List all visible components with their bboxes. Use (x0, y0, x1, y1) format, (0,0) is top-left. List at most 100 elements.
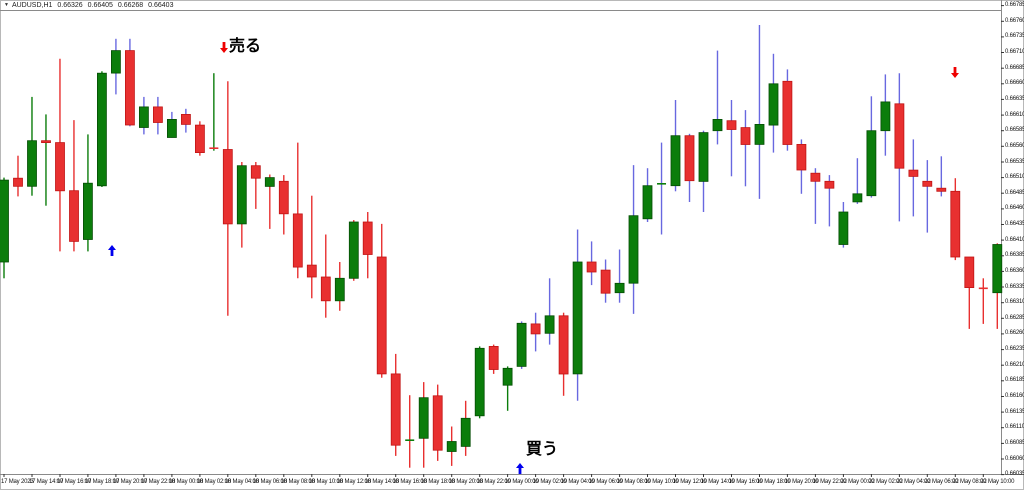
time-axis-label: 17 May 18:00 (84, 479, 119, 485)
candle-body-bear (964, 256, 975, 289)
time-axis-label: 18 May 06:00 (252, 479, 287, 485)
candle (320, 234, 331, 318)
candle (236, 162, 247, 248)
sell-annotation-arrow[interactable] (220, 40, 228, 58)
price-axis-label: 0.66635 (1005, 95, 1024, 102)
candle-body-bull (642, 185, 653, 220)
candle-body-bear (894, 103, 905, 169)
candle (390, 353, 401, 456)
time-axis-label: 19 May 06:00 (588, 479, 623, 485)
time-axis-label: 18 May 10:00 (308, 479, 343, 485)
price-axis-label: 0.66660 (1005, 80, 1024, 87)
candle-body-bear (488, 345, 499, 370)
candle-body-bull (768, 83, 779, 126)
time-axis-label: 18 May 04:00 (224, 479, 259, 485)
price-axis-label: 0.66535 (1005, 158, 1024, 165)
candle (222, 81, 233, 316)
price-axis-label: 0.66035 (1005, 471, 1024, 478)
symbol-timeframe-label: AUDUSD,H1 (11, 2, 53, 9)
candle (348, 220, 359, 281)
candle-body-bull (83, 182, 93, 240)
price-axis-label: 0.66360 (1005, 267, 1024, 274)
time-axis-label: 19 May 02:00 (532, 479, 567, 485)
candle (418, 382, 429, 468)
candle-body-bull (111, 50, 121, 74)
time-axis-label: 18 May 14:00 (364, 479, 399, 485)
time-axis-label: 22 May 10:00 (980, 479, 1015, 485)
candle (0, 177, 9, 279)
ohlc-low: 0.66268 (117, 2, 144, 9)
buy-annotation-arrow[interactable] (516, 461, 524, 479)
candle (670, 100, 681, 192)
candle-body-bear (726, 120, 737, 130)
buy-signal-arrow[interactable] (108, 243, 116, 261)
candle (572, 229, 583, 401)
candle (614, 249, 625, 303)
candle (97, 71, 107, 187)
price-axis-label: 0.66135 (1005, 408, 1024, 415)
candle-body-bull (348, 221, 359, 279)
candle-body-bull (852, 193, 863, 203)
candle-body-bull (264, 177, 275, 187)
up-arrow-icon (108, 245, 116, 256)
candle (446, 426, 457, 466)
candle (209, 73, 219, 151)
sell-signal-arrow[interactable] (951, 65, 959, 83)
candle-body-bull (236, 165, 247, 225)
time-axis-label: 18 May 18:00 (420, 479, 455, 485)
price-axis-label: 0.66560 (1005, 142, 1024, 149)
candle-body-bull (138, 106, 149, 128)
candle-body-bull (838, 211, 849, 245)
time-axis-label: 18 May 08:00 (280, 479, 315, 485)
candle-body-bear (796, 143, 807, 171)
candle (880, 74, 891, 156)
candle-body-bear (69, 190, 79, 242)
candle (180, 108, 191, 133)
candle-body-bull (628, 215, 639, 284)
candle (125, 38, 135, 127)
candle-body-bull (418, 397, 429, 439)
price-axis-label: 0.66735 (1005, 33, 1024, 40)
candle (405, 395, 415, 468)
buy-annotation-label[interactable]: 買う (526, 439, 559, 458)
candle-body-bull (502, 367, 513, 386)
candle-body-bear (125, 50, 135, 126)
time-axis-label: 22 May 04:00 (896, 479, 931, 485)
candle-body-bear (194, 124, 205, 153)
sell-annotation-label[interactable]: 売る (229, 36, 262, 55)
candle-body-bull (880, 101, 891, 132)
candle (488, 344, 499, 374)
candle-body-bear (740, 127, 751, 145)
price-axis-label: 0.66210 (1005, 361, 1024, 368)
time-axis-label: 18 May 00:00 (168, 479, 203, 485)
candle-body-bear (278, 180, 289, 215)
time-axis-label: 18 May 16:00 (392, 479, 427, 485)
price-axis-label: 0.66710 (1005, 49, 1024, 55)
candle-body-bear (782, 80, 793, 145)
candle (726, 100, 737, 177)
dropdown-triangle-icon[interactable]: ▼ (4, 2, 9, 8)
candle (530, 312, 541, 352)
candle-body-bull (712, 119, 723, 132)
candle (138, 96, 149, 135)
candle (712, 50, 723, 145)
time-axis-label: 19 May 18:00 (756, 479, 791, 485)
ohlc-open: 0.66326 (57, 2, 83, 9)
candle-body-bull (446, 441, 457, 452)
candle-body-bear (306, 264, 317, 278)
time-axis-label: 18 May 20:00 (448, 479, 483, 485)
ohlc-close: 0.66403 (148, 2, 174, 9)
price-axis-label: 0.66110 (1005, 424, 1024, 431)
candle (684, 133, 695, 202)
candle-body-bull (866, 130, 877, 197)
candle (796, 139, 807, 194)
price-axis-label: 0.66335 (1005, 283, 1024, 290)
time-axis-label: 17 May 22:00 (140, 479, 175, 485)
price-axis-label: 0.66610 (1005, 111, 1024, 118)
candle (166, 111, 177, 138)
price-axis-label: 0.66410 (1005, 236, 1024, 243)
price-axis-label: 0.66160 (1005, 393, 1024, 399)
time-axis-label: 19 May 12:00 (672, 479, 707, 485)
candle (782, 69, 793, 151)
